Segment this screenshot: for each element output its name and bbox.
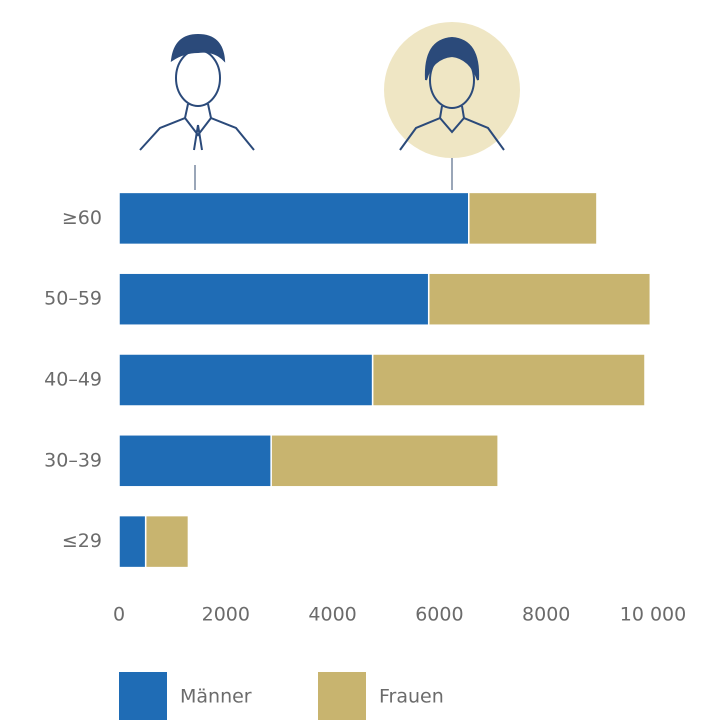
bar-segment — [118, 272, 430, 326]
bar-segment — [118, 514, 147, 569]
legend-label: Männer — [180, 686, 252, 708]
legend-swatch — [119, 672, 167, 720]
x-tick-label: 6000 — [415, 604, 463, 626]
x-tick-label: 0 — [113, 604, 125, 626]
y-tick-label: 40–49 — [44, 369, 102, 391]
bar-segment — [118, 353, 374, 407]
bar-segment — [118, 434, 272, 488]
legend-label: Frauen — [379, 686, 444, 708]
bar-segment — [468, 191, 598, 246]
bar-segment — [371, 353, 646, 407]
x-tick-label: 10 000 — [620, 604, 686, 626]
x-tick-label: 2000 — [202, 604, 250, 626]
x-tick-label: 4000 — [308, 604, 356, 626]
x-tick-label: 8000 — [522, 604, 570, 626]
bar-segment — [118, 191, 470, 246]
male-avatar — [139, 33, 255, 190]
bar-segment — [427, 272, 652, 326]
y-tick-label: ≥60 — [62, 207, 102, 229]
female-avatar — [384, 22, 520, 190]
legend-swatch — [318, 672, 366, 720]
y-tick-label: 30–39 — [44, 449, 102, 471]
bar-segment — [270, 434, 499, 488]
bar-segment — [144, 514, 190, 569]
y-tick-label: 50–59 — [44, 288, 102, 310]
y-tick-label: ≤29 — [62, 530, 102, 552]
